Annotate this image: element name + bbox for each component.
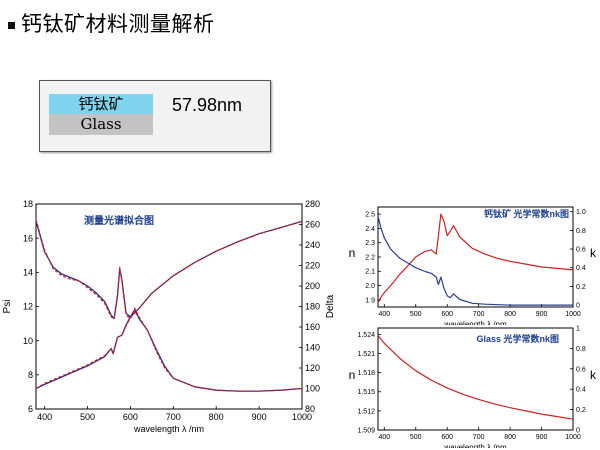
y-tick-label: 2.4: [365, 226, 375, 233]
y2-tick-label: 0.2: [576, 407, 586, 414]
y2-tick-label: 0: [576, 427, 580, 434]
y-axis-label: n: [349, 368, 356, 382]
layer-stack-panel: 钙钛矿 Glass 57.98nm: [39, 80, 271, 152]
y-tick-label: 14: [23, 267, 33, 277]
fitted-left-axis-series-line: [35, 219, 303, 392]
x-tick-label: 700: [166, 412, 181, 422]
x-tick-label: 800: [504, 434, 516, 441]
y2-tick-label: 0.8: [576, 228, 586, 235]
x-tick-label: 900: [536, 434, 548, 441]
y2-tick-label: 0.6: [576, 366, 586, 373]
chart-title: Glass 光学常数nk图: [476, 333, 559, 344]
y-tick-label: 1.524: [357, 332, 375, 339]
x-tick-label: 900: [536, 311, 548, 318]
y2-tick-label: 0.4: [576, 265, 586, 272]
y2-tick-label: 120: [305, 363, 320, 373]
y2-tick-label: 0.4: [576, 387, 586, 394]
title-bullet: [8, 21, 15, 29]
x-tick-label: 600: [441, 311, 453, 318]
y2-axis-label: k: [590, 246, 597, 260]
plot-frame: [377, 327, 574, 431]
y2-tick-label: 260: [305, 220, 320, 230]
y-tick-label: 10: [23, 336, 33, 346]
x-tick-label: 1000: [565, 434, 581, 441]
x-tick-label: 500: [410, 311, 422, 318]
x-tick-label: 600: [123, 412, 138, 422]
x-tick-label: 1000: [565, 311, 581, 318]
y2-tick-label: 0: [576, 303, 580, 310]
x-tick-label: 400: [37, 412, 52, 422]
y-tick-label: 2.5: [365, 212, 375, 219]
y2-tick-label: 160: [305, 322, 320, 332]
plot-frame: [377, 206, 574, 308]
x-tick-label: 800: [504, 311, 516, 318]
y-tick-label: 12: [23, 302, 33, 312]
layer-thickness-value: 57.98nm: [172, 95, 243, 115]
measured-left-axis-series-line: [35, 220, 303, 392]
x-axis-label: wavelength λ /nm: [133, 424, 204, 434]
x-tick-label: 400: [378, 434, 390, 441]
y2-axis-label: k: [590, 368, 597, 382]
x-tick-label: 900: [252, 412, 267, 422]
y-tick-label: 1.509: [357, 427, 375, 434]
chart-title: 钙钛矿 光学常数nk图: [484, 208, 569, 219]
x-tick-label: 400: [378, 311, 390, 318]
perovskite-nk-chart: 400 500 600 700 800 900 1000 1.9 2.0 2.1 2.2 2.3 2.4…: [349, 206, 597, 325]
glass-substrate-layer: Glass: [49, 114, 153, 135]
y-tick-label: 8: [28, 370, 33, 380]
x-tick-label: 500: [80, 412, 95, 422]
chart-title: 测量光谱拟合图: [84, 214, 154, 227]
y2-tick-label: 1: [576, 325, 580, 332]
y2-tick-label: 0.6: [576, 247, 586, 254]
y-tick-label: 1.515: [357, 389, 375, 396]
y-tick-label: 1.521: [357, 351, 375, 358]
y2-tick-label: 80: [305, 404, 315, 414]
y-axis-label: n: [349, 246, 356, 260]
y-tick-label: 1.512: [357, 408, 375, 415]
y-tick-label: 16: [23, 233, 33, 243]
spectrum-fit-chart: 400 500 600 700 800 900 1000 6 8 10 12 14 16 18 80 100 1…: [2, 199, 336, 434]
y-tick-label: 18: [23, 199, 33, 209]
page-title: 钙钛矿材料测量解析: [21, 12, 215, 36]
measured-right-axis-series-line: [35, 220, 303, 390]
x-tick-label: 700: [473, 434, 485, 441]
k-right-axis-series-line: [377, 216, 573, 306]
y2-tick-label: 200: [305, 281, 320, 291]
y2-tick-label: 180: [305, 302, 320, 312]
y-tick-label: 6: [28, 404, 33, 414]
y2-tick-label: 280: [305, 199, 320, 209]
x-tick-label: 800: [209, 412, 224, 422]
n-left-axis-series-line: [377, 335, 574, 420]
y2-tick-label: 240: [305, 240, 320, 250]
y-tick-label: 1.518: [357, 370, 375, 377]
y-tick-label: 2.0: [365, 283, 375, 290]
fitted-right-axis-series-line: [35, 220, 303, 390]
x-tick-label: 1000: [292, 412, 312, 422]
plot-frame: [35, 203, 303, 410]
page-header: 钙钛矿材料测量解析: [8, 8, 215, 38]
y-axis-label: Psi: [2, 300, 13, 314]
x-tick-label: 600: [441, 434, 453, 441]
y-tick-label: 1.9: [365, 297, 375, 304]
y2-tick-label: 220: [305, 261, 320, 271]
x-tick-label: 500: [410, 434, 422, 441]
y-tick-label: 2.3: [365, 240, 375, 247]
y2-tick-label: 140: [305, 343, 320, 353]
x-axis-label: wavelength λ /nm: [443, 443, 507, 448]
perovskite-layer: 钙钛矿: [49, 94, 153, 114]
n-left-axis-series-line: [377, 213, 574, 303]
glass-nk-chart: 400 500 600 700 800 900 1000 1.509 1.512 1.515 1.5…: [349, 325, 597, 448]
y2-axis-label: Delta: [325, 294, 336, 318]
y2-tick-label: 0.8: [576, 346, 586, 353]
x-tick-label: 700: [473, 311, 485, 318]
y2-tick-label: 0.2: [576, 284, 586, 291]
y-tick-label: 2.1: [365, 269, 375, 276]
x-axis-label: wavelength λ /nm: [443, 320, 507, 325]
y2-tick-label: 1.0: [576, 209, 586, 216]
y-tick-label: 2.2: [365, 254, 375, 261]
y2-tick-label: 100: [305, 384, 320, 394]
